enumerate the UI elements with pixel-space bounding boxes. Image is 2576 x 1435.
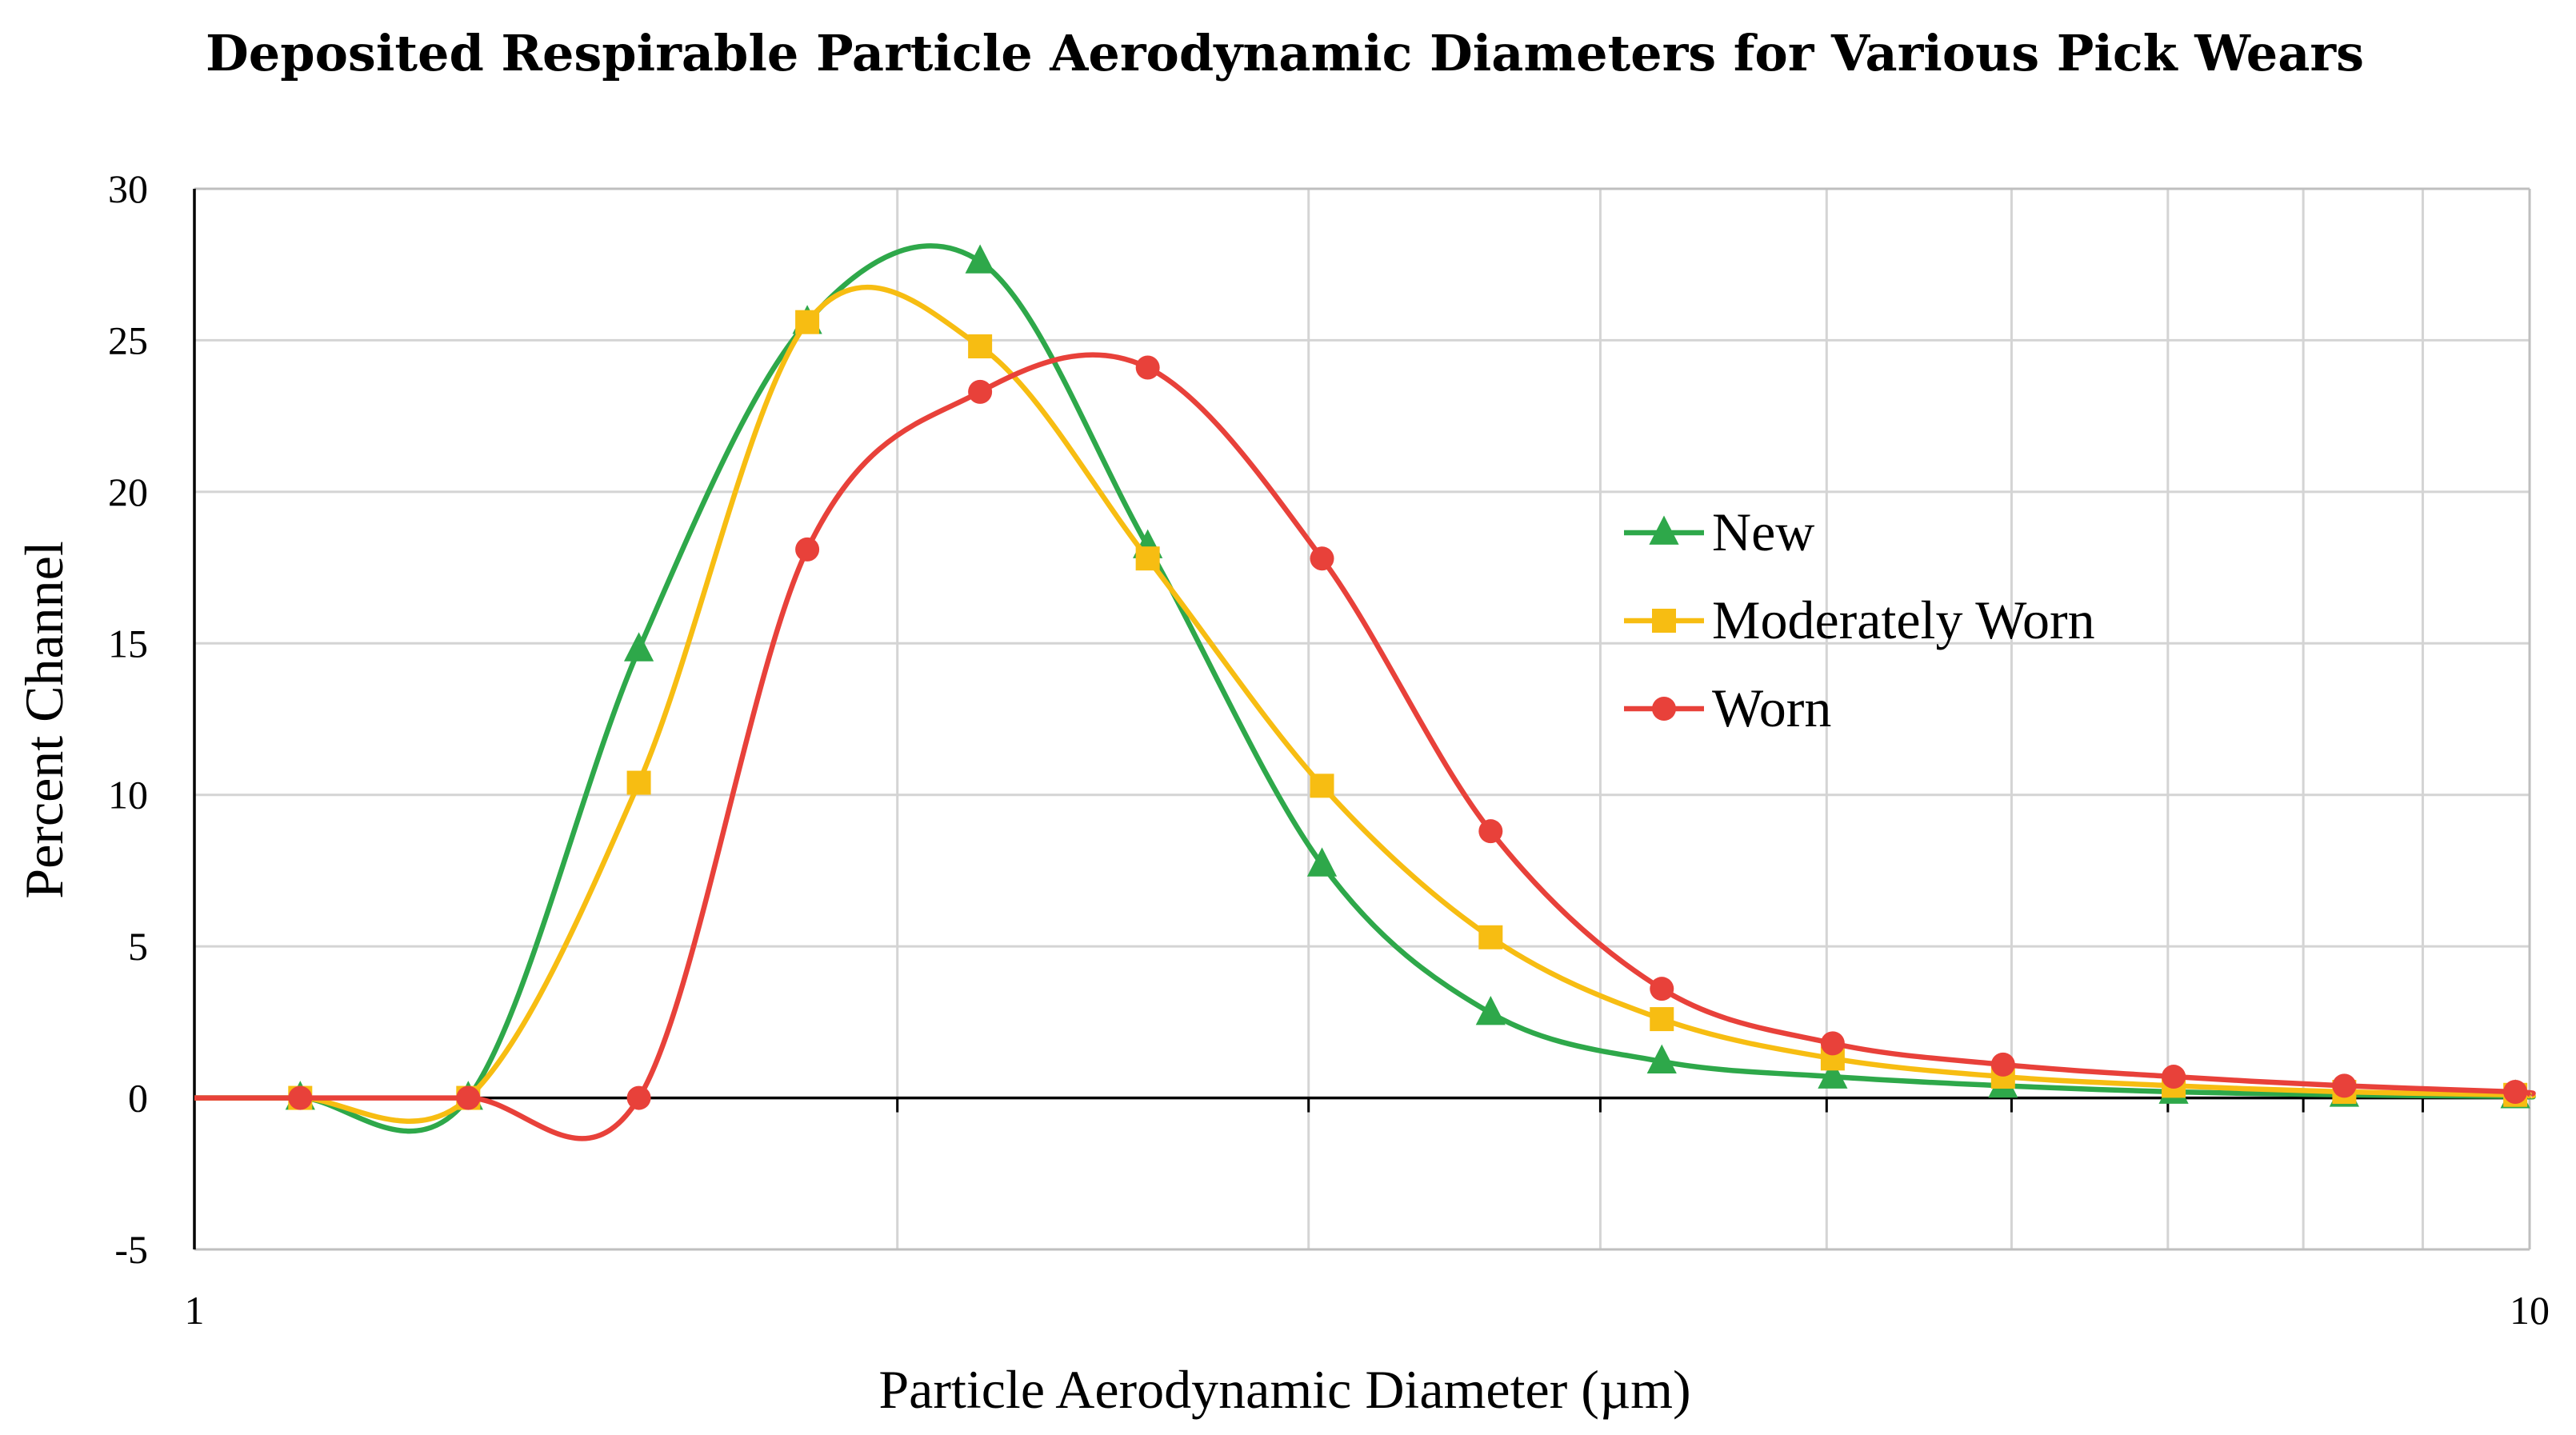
y-tick-label: 10	[108, 773, 148, 817]
data-point	[626, 1085, 651, 1110]
data-point	[968, 379, 993, 404]
data-point	[1650, 1007, 1674, 1032]
data-point	[2162, 1065, 2186, 1089]
data-point	[1478, 819, 1503, 844]
series-layer	[194, 243, 2536, 1141]
series-line	[194, 352, 2536, 1141]
data-point	[1310, 773, 1334, 798]
y-tick-label: 15	[108, 621, 148, 666]
data-point	[2332, 1073, 2357, 1098]
data-point	[1135, 546, 1160, 571]
y-axis-label: Percent Channel	[14, 541, 74, 899]
y-tick-label: 20	[108, 470, 148, 514]
x-axis-label: Particle Aerodynamic Diameter (µm)	[878, 1359, 1690, 1420]
data-point	[795, 310, 820, 334]
series-line	[194, 284, 2536, 1124]
series-worn	[194, 352, 2536, 1141]
legend-label: New	[1712, 502, 1814, 562]
data-point	[965, 244, 995, 274]
y-tick-label: 0	[128, 1076, 148, 1121]
legend-marker	[1649, 515, 1679, 545]
data-point	[1306, 847, 1338, 877]
data-point	[1310, 546, 1334, 571]
legend: New Moderately Worn Worn	[1624, 502, 2095, 738]
data-point	[626, 770, 651, 795]
tick-layer: -5 0 5 10 15 20 25 30 1 10	[108, 166, 2550, 1333]
data-point	[623, 632, 654, 662]
data-point	[1820, 1031, 1845, 1056]
legend-label: Moderately Worn	[1712, 590, 2095, 650]
y-tick-label: 25	[108, 318, 148, 362]
data-point	[1818, 1059, 1848, 1089]
data-point	[456, 1085, 481, 1110]
data-point	[795, 537, 820, 562]
legend-marker	[1652, 697, 1676, 721]
legend-marker	[1652, 609, 1676, 633]
y-tick-label: 5	[128, 924, 148, 969]
data-point	[1478, 925, 1503, 949]
data-point	[2503, 1079, 2528, 1104]
legend-label: Worn	[1712, 678, 1831, 738]
data-point	[1646, 1044, 1677, 1073]
x-tick-label: 1	[185, 1288, 205, 1333]
data-point	[288, 1085, 313, 1110]
data-point	[1650, 977, 1674, 1001]
series-line	[194, 243, 2536, 1134]
x-tick-label: 10	[2510, 1288, 2550, 1333]
series-new	[194, 243, 2536, 1134]
data-point	[1135, 355, 1160, 380]
chart-title: Deposited Respirable Particle Aerodynami…	[206, 24, 2364, 82]
y-tick-label: 30	[108, 166, 148, 211]
y-tick-label: -5	[114, 1227, 148, 1272]
data-point	[968, 334, 993, 359]
data-point	[1475, 996, 1506, 1025]
data-point	[1990, 1052, 2015, 1077]
series-moderately-worn	[194, 284, 2536, 1124]
